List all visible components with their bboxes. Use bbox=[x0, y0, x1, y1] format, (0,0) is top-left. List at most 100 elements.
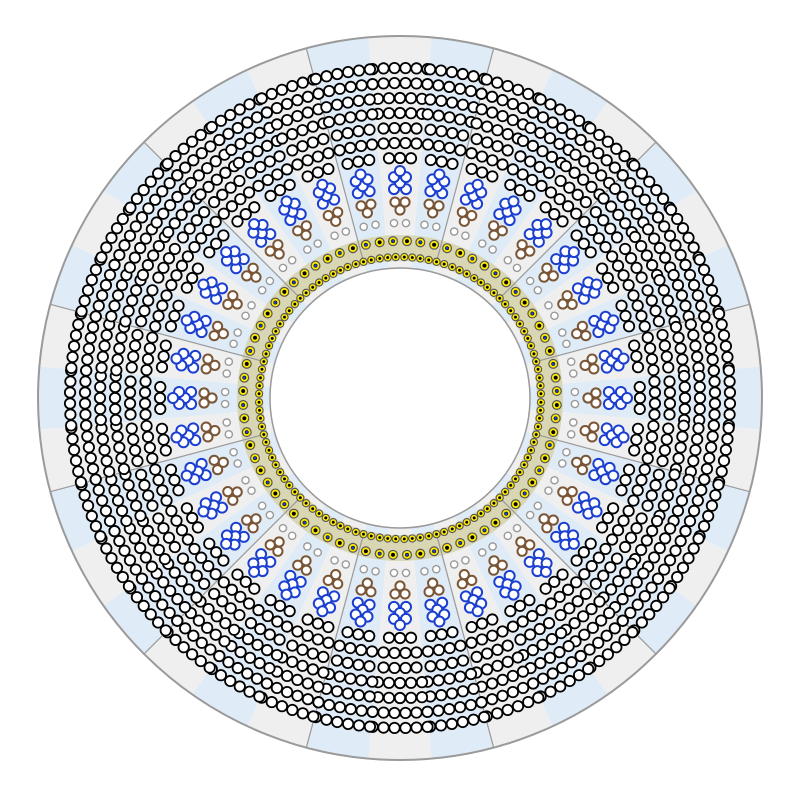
black-cable bbox=[78, 386, 92, 399]
black-cable bbox=[64, 408, 77, 421]
black-cable bbox=[723, 408, 736, 421]
black-cable bbox=[163, 177, 176, 190]
core-dot bbox=[267, 448, 271, 452]
black-cable bbox=[162, 226, 175, 239]
black-cable bbox=[122, 478, 135, 492]
black-cable bbox=[584, 246, 597, 259]
black-cable bbox=[454, 113, 467, 126]
black-cable bbox=[85, 273, 98, 287]
black-cable bbox=[568, 166, 581, 179]
black-cable bbox=[110, 222, 124, 235]
black-cable bbox=[231, 568, 244, 581]
black-cable bbox=[159, 624, 172, 637]
black-cable bbox=[128, 251, 141, 264]
black-cable bbox=[542, 166, 556, 179]
gray-cable bbox=[265, 276, 275, 286]
gray-cable bbox=[287, 531, 297, 541]
blue-cable bbox=[220, 246, 233, 259]
core-dot bbox=[324, 276, 328, 280]
black-cable bbox=[74, 476, 88, 489]
brown-cable bbox=[222, 486, 234, 498]
black-cable bbox=[678, 380, 691, 394]
core-dot bbox=[538, 384, 542, 388]
black-cable bbox=[723, 386, 737, 399]
black-cable bbox=[467, 713, 480, 726]
black-cable bbox=[582, 662, 595, 676]
black-cable bbox=[312, 87, 325, 100]
gray-cable bbox=[570, 387, 580, 397]
black-cable bbox=[152, 473, 165, 487]
brown-cable bbox=[423, 198, 435, 210]
brown-cable bbox=[247, 522, 259, 534]
black-cable bbox=[446, 127, 459, 140]
black-cable bbox=[645, 202, 658, 215]
black-cable bbox=[679, 299, 692, 312]
black-cable bbox=[188, 240, 201, 254]
black-cable bbox=[649, 304, 662, 317]
core-dot bbox=[390, 552, 396, 557]
brown-cable bbox=[516, 239, 528, 251]
black-cable bbox=[445, 687, 459, 700]
black-cable bbox=[604, 583, 618, 596]
black-cable bbox=[377, 77, 390, 90]
black-cable bbox=[146, 452, 159, 465]
black-cable bbox=[399, 121, 412, 135]
black-cable bbox=[475, 696, 488, 709]
black-cable bbox=[522, 87, 535, 101]
brown-cable bbox=[332, 578, 344, 590]
black-cable bbox=[149, 193, 162, 206]
core-dot bbox=[450, 265, 454, 269]
black-cable bbox=[706, 430, 719, 443]
black-cable bbox=[546, 667, 559, 680]
black-cable bbox=[674, 248, 687, 262]
black-cable bbox=[72, 318, 85, 331]
brown-cable bbox=[365, 198, 377, 210]
black-cable bbox=[283, 605, 296, 618]
black-cable bbox=[123, 229, 137, 242]
core-dot bbox=[274, 463, 278, 467]
core-dot bbox=[458, 540, 463, 546]
black-cable bbox=[601, 648, 614, 661]
black-cable bbox=[491, 140, 504, 153]
core-dot bbox=[278, 322, 282, 326]
black-cable bbox=[63, 386, 77, 399]
black-cable bbox=[143, 342, 156, 355]
black-cable bbox=[209, 215, 222, 228]
gray-cable bbox=[224, 357, 234, 367]
core-dot bbox=[262, 360, 266, 364]
black-cable bbox=[486, 613, 499, 626]
black-cable bbox=[242, 597, 256, 610]
black-cable bbox=[706, 353, 719, 366]
black-cable bbox=[182, 200, 196, 213]
black-cable bbox=[342, 66, 355, 79]
black-cable bbox=[527, 106, 540, 119]
black-cable bbox=[683, 268, 697, 282]
black-cable bbox=[291, 625, 304, 638]
black-cable bbox=[523, 189, 536, 202]
black-cable bbox=[241, 150, 255, 163]
black-cable bbox=[191, 521, 204, 534]
black-cable bbox=[213, 649, 226, 663]
black-cable bbox=[115, 331, 128, 344]
gray-cable bbox=[488, 245, 497, 254]
black-cable bbox=[344, 111, 357, 124]
black-cable bbox=[82, 342, 95, 355]
black-cable bbox=[585, 602, 598, 616]
black-cable bbox=[501, 639, 514, 652]
black-cable bbox=[309, 72, 322, 86]
black-cable bbox=[435, 94, 448, 107]
black-cable bbox=[306, 663, 320, 676]
black-cable bbox=[152, 616, 165, 629]
black-cable bbox=[306, 120, 320, 133]
black-cable bbox=[618, 633, 631, 646]
black-cable bbox=[296, 76, 309, 89]
gray-cable bbox=[330, 555, 339, 565]
black-cable bbox=[399, 661, 412, 675]
black-cable bbox=[109, 380, 122, 394]
core-dot bbox=[394, 255, 398, 259]
blue-cable bbox=[167, 392, 179, 404]
black-cable bbox=[168, 309, 181, 323]
brown-cable bbox=[394, 580, 406, 592]
black-cable bbox=[456, 67, 469, 81]
black-cable bbox=[393, 91, 407, 105]
